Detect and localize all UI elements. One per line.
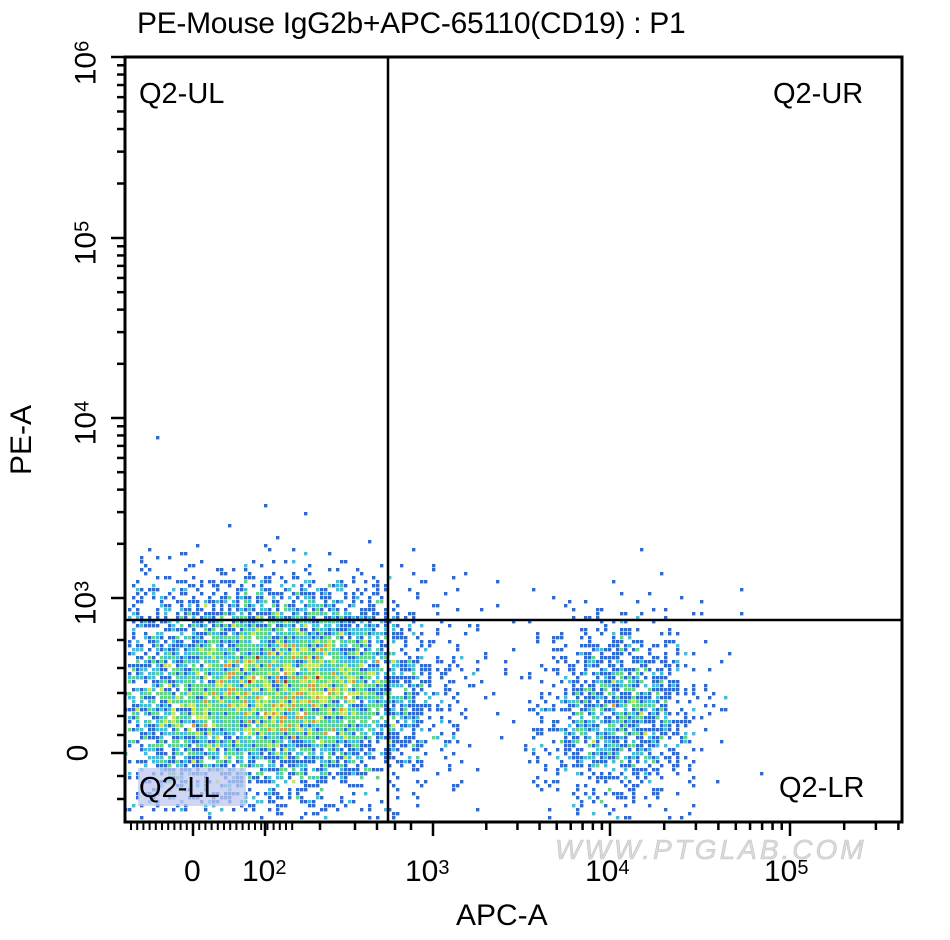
quadrant-label-ll: Q2-LL <box>139 772 220 804</box>
event-dots <box>124 436 764 820</box>
y-tick-0: 0 <box>61 744 95 762</box>
x-tick-0: 0 <box>184 855 201 888</box>
quadrant-label-ur: Q2-UR <box>773 78 864 110</box>
y-tick-1e6: 106 <box>69 40 103 86</box>
x-tick-1e3: 103 <box>405 855 450 888</box>
plot-frame <box>123 55 904 824</box>
x-tick-1e2: 102 <box>242 855 287 888</box>
y-tick-1e4: 104 <box>69 400 103 446</box>
x-tick-1e5: 105 <box>764 855 809 888</box>
quadrant-label-ul: Q2-UL <box>139 78 225 110</box>
y-tick-1e5: 105 <box>69 220 103 266</box>
x-axis-label: APC-A <box>456 899 548 932</box>
quadrant-label-lr: Q2-LR <box>779 772 865 804</box>
quadrant-ll-label-background <box>138 768 246 806</box>
chart-title: PE-Mouse IgG2b+APC-65110(CD19) : P1 <box>137 7 686 40</box>
x-tick-1e4: 104 <box>585 855 630 888</box>
y-axis-label: PE-A <box>5 404 38 476</box>
watermark: WWW.PTGLAB.COM <box>555 834 867 866</box>
y-tick-1e3: 103 <box>69 580 103 626</box>
